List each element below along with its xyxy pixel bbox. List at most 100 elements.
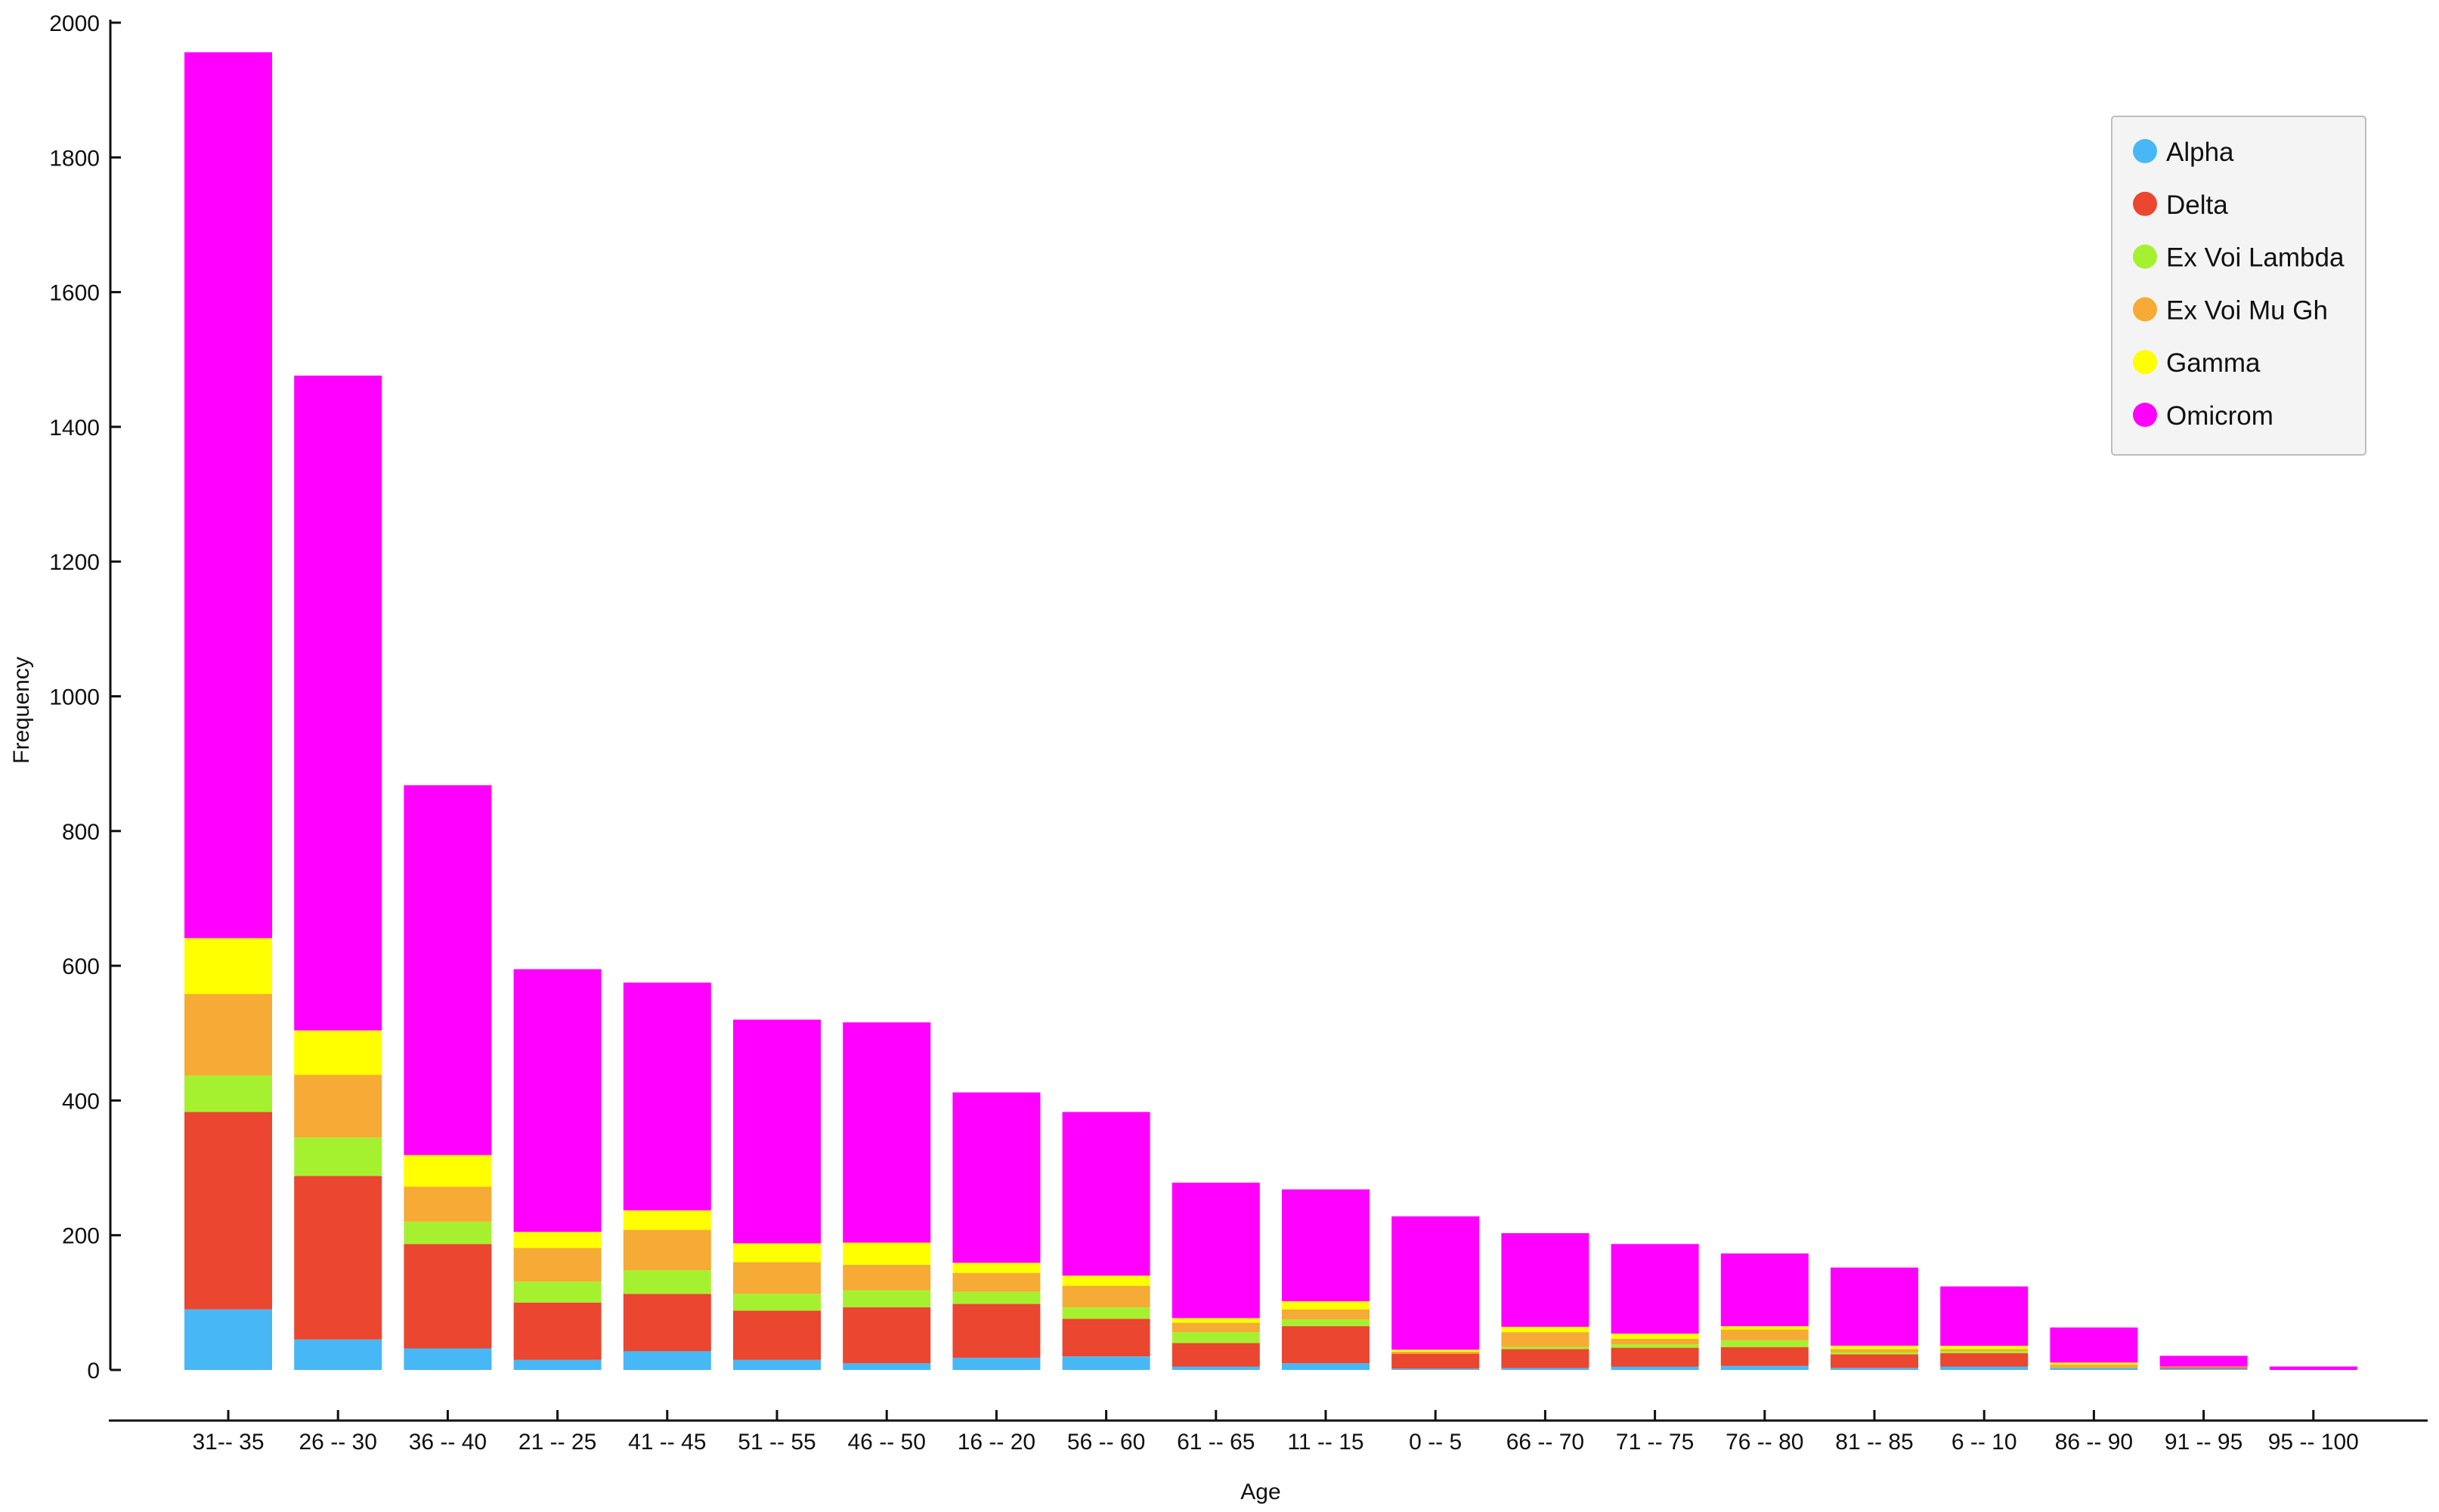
bar-segment-alpha	[843, 1363, 931, 1370]
x-tick-label: 71 -- 75	[1616, 1430, 1694, 1455]
bar-segment-gamma	[184, 938, 272, 994]
bar-segment-delta	[1501, 1349, 1589, 1368]
bar-segment-ex-voi-mu-gh	[1282, 1309, 1370, 1320]
bar-segment-omicrom	[1831, 1267, 1918, 1346]
bar-segment-omicrom	[623, 982, 711, 1211]
bar-segment-gamma	[1940, 1345, 2029, 1350]
bar-segment-ex-voi-mu-gh	[404, 1186, 492, 1222]
bar-segment-omicrom	[2269, 1366, 2357, 1370]
bar-segment-alpha	[1391, 1368, 1480, 1370]
x-tick-label: 56 -- 60	[1067, 1430, 1145, 1455]
bar-segment-alpha	[952, 1358, 1041, 1370]
bar-segment-ex-voi-mu-gh	[623, 1229, 711, 1271]
bar-segment-delta	[623, 1294, 711, 1352]
y-tick-label: 1200	[49, 550, 100, 575]
bar-segment-delta	[1940, 1353, 2029, 1367]
bar-segment-gamma	[1831, 1345, 1918, 1350]
bar-segment-gamma	[1062, 1275, 1150, 1286]
legend-label: Delta	[2166, 190, 2228, 220]
bar-segment-delta	[1062, 1319, 1150, 1357]
bar-segment-delta	[733, 1310, 821, 1360]
bar-segment-ex-voi-mu-gh	[1062, 1285, 1150, 1308]
bar-segment-ex-voi-lambda	[623, 1270, 711, 1294]
x-tick-label: 36 -- 40	[409, 1430, 487, 1455]
legend-label: Omicrom	[2166, 401, 2273, 431]
bar-segment-ex-voi-mu-gh	[952, 1272, 1041, 1292]
bar-segment-ex-voi-mu-gh	[733, 1262, 821, 1294]
bar-segment-gamma	[952, 1263, 1041, 1273]
x-tick-label: 21 -- 25	[518, 1430, 596, 1455]
x-tick-label: 41 -- 45	[628, 1430, 706, 1455]
bar-segment-alpha	[294, 1339, 382, 1370]
bar-segment-ex-voi-lambda	[1062, 1307, 1150, 1319]
y-tick-label: 1800	[49, 146, 100, 171]
x-tick-label: 16 -- 20	[958, 1430, 1035, 1455]
bar-segment-omicrom	[733, 1019, 821, 1244]
x-tick-label: 51 -- 55	[738, 1430, 816, 1455]
bar-segment-gamma	[1720, 1326, 1809, 1330]
bar-segment-gamma	[404, 1155, 492, 1187]
bar-segment-omicrom	[2159, 1356, 2248, 1367]
x-tick-label: 91 -- 95	[2165, 1430, 2242, 1455]
bars-layer	[184, 52, 2357, 1370]
bar-segment-delta	[843, 1307, 931, 1364]
bar-segment-delta	[1831, 1354, 1918, 1368]
bar-segment-delta	[1611, 1347, 1699, 1367]
bar-segment-alpha	[2050, 1368, 2138, 1370]
bar-segment-omicrom	[1172, 1183, 1260, 1319]
bar-segment-gamma	[2050, 1362, 2138, 1365]
x-tick-label: 46 -- 50	[848, 1430, 926, 1455]
bar-segment-omicrom	[843, 1022, 931, 1243]
bar-segment-alpha	[513, 1359, 602, 1370]
bar-segment-delta	[294, 1176, 382, 1340]
x-tick-label: 26 -- 30	[299, 1430, 377, 1455]
bar-segment-omicrom	[184, 52, 272, 938]
bar-segment-ex-voi-lambda	[1831, 1352, 1918, 1355]
y-tick-label: 0	[87, 1359, 100, 1384]
bar-segment-ex-voi-mu-gh	[1720, 1329, 1809, 1340]
bar-segment-omicrom	[952, 1092, 1041, 1263]
bar-segment-omicrom	[294, 376, 382, 1031]
bar-segment-gamma	[1282, 1301, 1370, 1309]
bar-segment-gamma	[1501, 1326, 1589, 1332]
legend-label: Gamma	[2166, 348, 2261, 378]
bar-segment-ex-voi-lambda	[404, 1221, 492, 1245]
x-tick-label: 31-- 35	[192, 1430, 264, 1455]
bar-segment-gamma	[1172, 1318, 1260, 1323]
bar-segment-ex-voi-mu-gh	[1831, 1349, 1918, 1353]
y-tick-label: 1400	[49, 416, 100, 441]
bar-segment-gamma	[1611, 1333, 1699, 1339]
bar-segment-delta	[513, 1302, 602, 1360]
bar-segment-omicrom	[1062, 1112, 1150, 1276]
bar-segment-gamma	[294, 1030, 382, 1075]
bar-segment-omicrom	[2050, 1327, 2138, 1363]
bar-segment-gamma	[513, 1232, 602, 1248]
bar-segment-ex-voi-lambda	[1282, 1319, 1370, 1326]
legend-marker	[2133, 403, 2157, 427]
legend-marker	[2133, 191, 2157, 216]
bar-segment-alpha	[2159, 1368, 2248, 1370]
bar-segment-delta	[1282, 1326, 1370, 1364]
bar-segment-delta	[1172, 1343, 1260, 1367]
bar-segment-ex-voi-mu-gh	[1611, 1339, 1699, 1345]
x-tick-label: 11 -- 15	[1287, 1430, 1363, 1455]
y-tick-label: 200	[62, 1224, 100, 1249]
bar-segment-alpha	[1501, 1368, 1589, 1370]
bar-segment-ex-voi-mu-gh	[2050, 1364, 2138, 1368]
bar-segment-ex-voi-lambda	[733, 1294, 821, 1311]
bar-segment-alpha	[404, 1348, 492, 1370]
y-tick-label: 600	[62, 954, 100, 979]
bar-segment-delta	[1720, 1347, 1809, 1366]
bar-segment-ex-voi-mu-gh	[294, 1074, 382, 1138]
bar-segment-ex-voi-lambda	[1611, 1344, 1699, 1348]
legend-box	[2111, 116, 2366, 456]
bar-segment-omicrom	[1611, 1244, 1699, 1334]
legend-marker	[2133, 139, 2157, 163]
bar-segment-delta	[2159, 1367, 2248, 1369]
bar-segment-ex-voi-lambda	[1172, 1332, 1260, 1343]
bar-segment-gamma	[2159, 1366, 2248, 1368]
bar-segment-ex-voi-lambda	[843, 1290, 931, 1308]
bar-segment-ex-voi-lambda	[294, 1137, 382, 1177]
bar-segment-alpha	[1831, 1368, 1918, 1370]
